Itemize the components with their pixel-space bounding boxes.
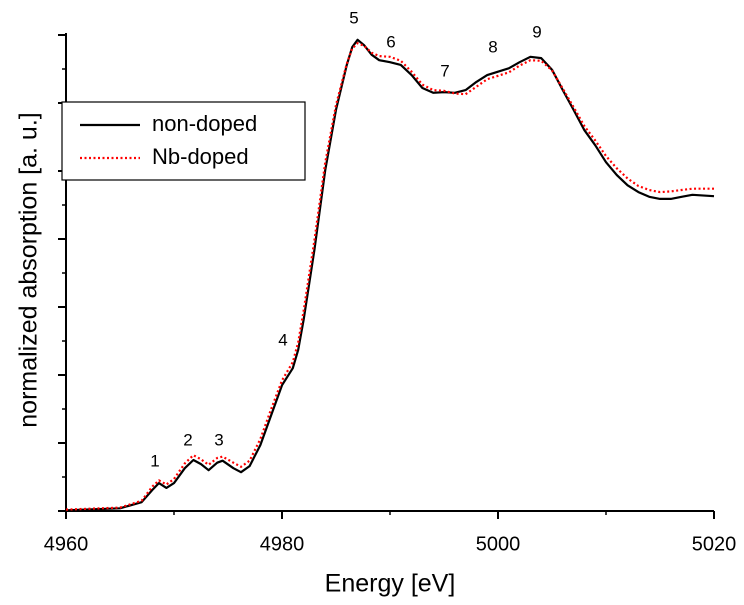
peak-label: 1 <box>150 451 159 470</box>
peak-label: 4 <box>278 330 287 349</box>
series-line <box>65 42 714 511</box>
legend-box <box>61 101 306 181</box>
x-tick-label: 4980 <box>260 533 305 555</box>
y-axis-label: normalized absorption [a. u.] <box>15 112 43 427</box>
legend-label: non-doped <box>152 111 257 136</box>
peak-label: 8 <box>488 37 497 56</box>
peak-label: 7 <box>440 61 449 80</box>
x-tick-label: 5020 <box>692 533 737 555</box>
x-tick-label: 4960 <box>44 533 89 555</box>
peak-label: 9 <box>532 22 541 41</box>
peak-label: 2 <box>183 430 192 449</box>
peak-label: 6 <box>386 32 395 51</box>
legend-label: Nb-doped <box>152 144 249 169</box>
peak-label: 3 <box>214 430 223 449</box>
x-tick-label: 5000 <box>476 533 521 555</box>
peak-label: 5 <box>349 8 358 27</box>
x-axis-label: Energy [eV] <box>325 570 456 598</box>
series-line <box>65 38 715 512</box>
